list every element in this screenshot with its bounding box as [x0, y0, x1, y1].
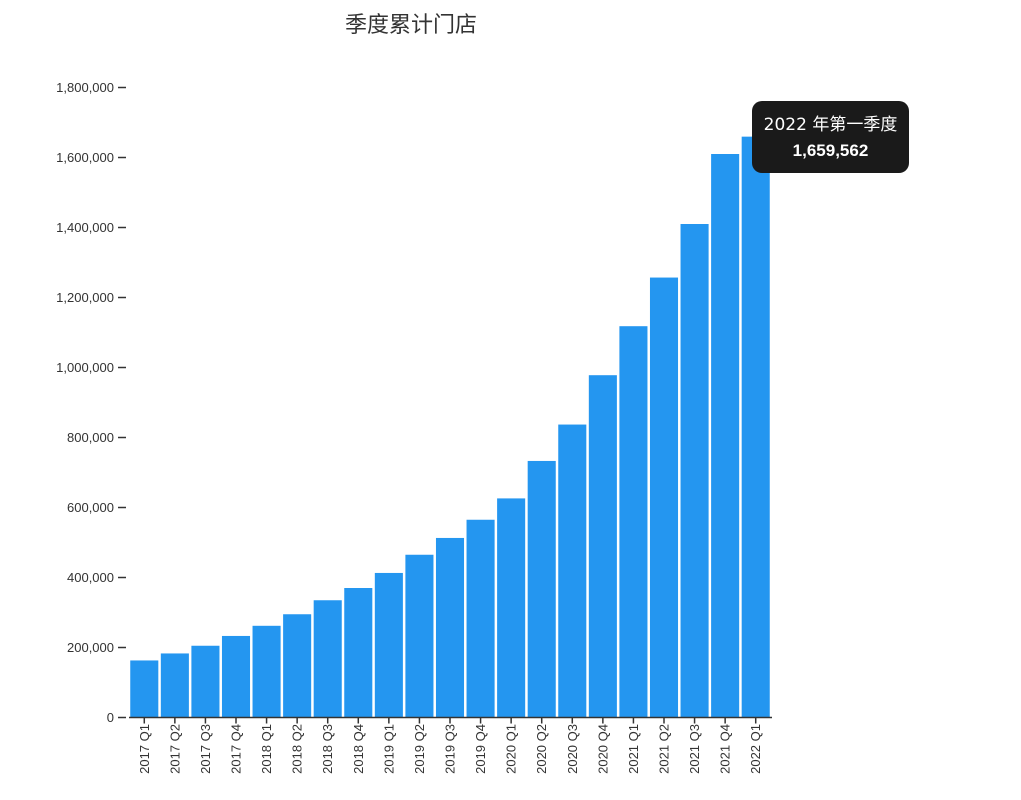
bars [130, 136, 770, 718]
bar[interactable] [344, 588, 373, 718]
y-tick-label: 1,200,000 [56, 290, 114, 305]
y-tick-label: 400,000 [67, 570, 114, 585]
y-tick-label: 1,400,000 [56, 220, 114, 235]
tooltip-label: 2022 年第一季度 [763, 115, 898, 135]
bar[interactable] [252, 625, 281, 718]
tooltip-value: 1,659,562 [792, 141, 869, 160]
x-tick-label: 2021 Q3 [687, 724, 702, 774]
x-tick-label: 2020 Q1 [504, 724, 519, 774]
bar[interactable] [313, 600, 342, 718]
bar[interactable] [160, 653, 189, 718]
y-tick-label: 1,800,000 [56, 80, 114, 95]
x-tick-label: 2019 Q1 [381, 724, 396, 774]
y-tick-label: 600,000 [67, 500, 114, 515]
x-tick-label: 2021 Q2 [657, 724, 672, 774]
x-tick-label: 2018 Q4 [351, 724, 366, 774]
bar[interactable] [558, 424, 587, 718]
x-tick-label: 2017 Q3 [198, 724, 213, 774]
x-tick-label: 2019 Q4 [473, 724, 488, 774]
y-tick-label: 200,000 [67, 640, 114, 655]
x-tick-label: 2022 Q1 [748, 724, 763, 774]
y-tick-label: 0 [107, 710, 114, 725]
bar[interactable] [191, 645, 220, 718]
y-tick-label: 1,600,000 [56, 150, 114, 165]
x-tick-label: 2021 Q4 [718, 724, 733, 774]
bar[interactable] [466, 519, 495, 718]
bar[interactable] [374, 572, 403, 718]
bar[interactable] [649, 277, 679, 718]
bar[interactable] [221, 635, 251, 718]
x-tick-label: 2020 Q4 [595, 724, 610, 774]
bar[interactable] [497, 498, 526, 718]
bar[interactable] [711, 154, 740, 718]
x-tick-label: 2017 Q2 [167, 724, 182, 774]
bar[interactable] [680, 224, 709, 718]
x-axis: 2017 Q1 2017 Q2 2017 Q3 2017 Q4 2018 Q1 2018 … [129, 716, 772, 774]
bar[interactable] [435, 537, 465, 718]
x-tick-label: 2019 Q3 [443, 724, 458, 774]
y-tick-label: 1,000,000 [56, 360, 114, 375]
bar[interactable] [405, 554, 434, 718]
y-tick-label: 800,000 [67, 430, 114, 445]
x-tick-label: 2021 Q1 [626, 724, 641, 774]
bar[interactable] [527, 460, 556, 718]
y-axis: 0 200,000 400,000 600,000 800,000 1,000,000 1,… [56, 80, 126, 725]
bar[interactable] [619, 326, 648, 718]
x-tick-label: 2018 Q3 [320, 724, 335, 774]
x-tick-label: 2017 Q1 [137, 724, 152, 774]
x-tick-label: 2020 Q2 [534, 724, 549, 774]
chart-title: 季度累计门店 [345, 13, 477, 38]
x-tick-label: 2020 Q3 [565, 724, 580, 774]
bar[interactable] [130, 660, 159, 718]
x-tick-label: 2017 Q4 [229, 724, 244, 774]
bar-tooltip: 2022 年第一季度 1,659,562 [752, 101, 909, 173]
bar[interactable] [588, 375, 617, 718]
x-tick-label: 2019 Q2 [412, 724, 427, 774]
bar[interactable] [741, 136, 770, 718]
x-tick-label: 2018 Q1 [259, 724, 274, 774]
x-tick-label: 2018 Q2 [290, 724, 305, 774]
bar[interactable] [283, 614, 312, 718]
